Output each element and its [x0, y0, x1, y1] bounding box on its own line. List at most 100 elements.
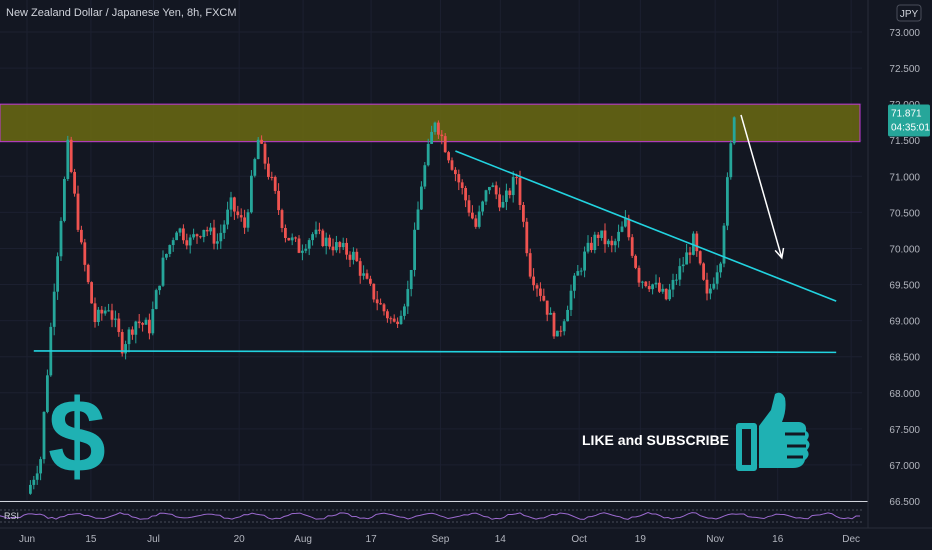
candle-body: [375, 299, 379, 304]
candle-body: [596, 234, 600, 239]
candle-body: [56, 256, 59, 292]
candle-body: [406, 289, 410, 307]
candle-body: [328, 237, 331, 247]
candle-body: [161, 257, 165, 286]
candle-body: [637, 267, 641, 283]
candle-body: [382, 304, 386, 312]
candle-body: [321, 230, 325, 247]
rsi-line: [0, 512, 861, 520]
candle-body: [69, 139, 73, 172]
candle-body: [379, 303, 382, 305]
price-tick-label: 73.000: [889, 28, 920, 39]
candle-body: [358, 261, 362, 276]
time-tick-label: 15: [85, 534, 97, 545]
candle-body: [324, 237, 328, 247]
candle-body: [590, 242, 593, 251]
candle-body: [107, 310, 110, 312]
candle-body: [654, 282, 658, 285]
candle-body: [603, 230, 607, 245]
candle-body: [671, 279, 675, 290]
candle-body: [641, 281, 644, 283]
candle-body: [593, 234, 597, 251]
candle-body: [440, 134, 444, 137]
candle-body: [137, 321, 141, 324]
candle-body: [491, 185, 495, 187]
candle-body: [454, 169, 457, 175]
projection-arrow-head: [774, 247, 785, 260]
candle-body: [46, 375, 49, 412]
candle-body: [287, 237, 291, 241]
price-tick-label: 72.500: [889, 64, 920, 75]
candle-body: [576, 271, 580, 276]
candle-body: [29, 484, 32, 494]
candle-body: [416, 209, 420, 230]
candle-body: [664, 288, 668, 300]
candle-body: [134, 321, 138, 335]
candle-body: [508, 190, 512, 196]
candle-body: [647, 286, 651, 290]
candle-body: [307, 240, 311, 249]
candle-body: [562, 321, 566, 332]
candle-body: [52, 291, 56, 327]
rsi-pane: [0, 501, 932, 523]
candle-body: [610, 240, 614, 246]
candle-body: [705, 279, 709, 294]
candle-body: [552, 312, 556, 337]
candle-body: [277, 190, 280, 211]
candle-body: [522, 204, 525, 222]
price-axis-bg: [868, 0, 932, 528]
candle-body: [260, 139, 263, 144]
candle-body: [494, 185, 498, 195]
price-tick-label: 71.000: [889, 172, 920, 183]
time-tick-label: 14: [495, 534, 507, 545]
candle-body: [114, 318, 117, 320]
symbol-title: New Zealand Dollar / Japanese Yen, 8h, F…: [6, 7, 237, 19]
candle-body: [420, 186, 423, 210]
candle-body: [627, 218, 631, 238]
candle-body: [280, 210, 284, 228]
candle-body: [467, 200, 471, 213]
candle-body: [668, 289, 671, 300]
price-tick-label: 68.500: [889, 353, 920, 364]
candle-body: [556, 330, 559, 337]
currency-button-label[interactable]: JPY: [900, 9, 919, 20]
candle-body: [348, 254, 352, 260]
candle-body: [586, 242, 590, 252]
candle-body: [59, 220, 63, 257]
candle-body: [396, 321, 399, 325]
candle-body: [90, 282, 93, 304]
candle-body: [304, 248, 308, 251]
candle-body: [185, 240, 189, 246]
candle-body: [607, 240, 610, 245]
candle-body: [362, 273, 365, 276]
price-tick-label: 71.500: [889, 136, 920, 147]
candle-body: [35, 473, 39, 480]
candle-body: [732, 117, 736, 144]
candle-body: [488, 186, 491, 191]
currency-button-frame[interactable]: [896, 4, 922, 22]
candle-body: [148, 319, 151, 334]
candle-body: [243, 217, 246, 228]
candle-body: [702, 263, 705, 280]
candle-body: [651, 284, 654, 290]
candle-body: [545, 300, 549, 315]
candle-body: [433, 122, 437, 132]
thumbs-up-icon: [736, 392, 810, 471]
candle-body: [617, 231, 620, 242]
candle-body: [715, 272, 719, 284]
time-tick-label: 16: [772, 534, 784, 545]
candle-body: [158, 285, 161, 291]
price-badge: 71.871 04:35:01: [888, 104, 930, 137]
candle-body: [222, 224, 226, 233]
time-tick-label: Nov: [706, 534, 724, 545]
candle-body: [199, 236, 202, 238]
candle-body: [430, 131, 433, 144]
candle-body: [613, 241, 617, 246]
candle-body: [726, 177, 729, 226]
candle-body: [484, 190, 488, 202]
candle-body: [80, 229, 83, 243]
candle-body: [216, 241, 219, 244]
rsi-label: RSI: [4, 511, 19, 521]
currency-button[interactable]: JPY: [896, 4, 922, 22]
